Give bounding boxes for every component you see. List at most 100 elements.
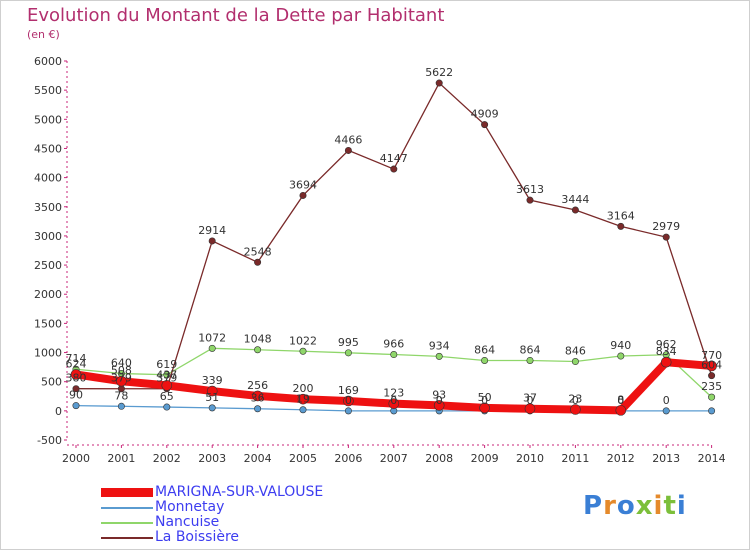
- x-tick-label: 2006: [334, 452, 362, 465]
- data-label: 2979: [652, 220, 680, 233]
- series-nancuise: [72, 344, 716, 401]
- data-label: 5622: [425, 66, 453, 79]
- logo-letter: i: [676, 491, 687, 521]
- y-tick-label: 2500: [34, 259, 62, 272]
- data-point: [254, 258, 262, 266]
- data-point: [390, 165, 398, 173]
- x-tick-label: 2005: [289, 452, 317, 465]
- data-point: [435, 352, 443, 360]
- data-label: 864: [474, 343, 495, 356]
- data-label: 4909: [471, 108, 499, 121]
- data-point: [571, 206, 579, 214]
- data-point: [481, 121, 489, 129]
- data-label: 834: [656, 345, 677, 358]
- data-point: [708, 407, 716, 415]
- data-point: [299, 191, 307, 199]
- data-label: 934: [429, 339, 450, 352]
- data-point: [161, 380, 173, 391]
- x-tick-label: 2000: [62, 452, 90, 465]
- data-point: [435, 79, 443, 87]
- data-label: 966: [383, 338, 404, 351]
- legend-label: Nancuise: [155, 514, 220, 530]
- x-tick-label: 2003: [198, 452, 226, 465]
- legend-item: MARIGNA-SUR-VALOUSE: [101, 484, 401, 500]
- legend-item: Nancuise: [101, 514, 401, 530]
- y-tick-label: 3500: [34, 201, 62, 214]
- data-point: [299, 406, 307, 414]
- x-tick-label: 2014: [698, 452, 726, 465]
- data-point: [297, 393, 309, 405]
- data-label: 3613: [516, 183, 544, 196]
- data-label: 1048: [244, 333, 272, 346]
- logo-letter: t: [663, 491, 677, 521]
- legend-swatch: [101, 488, 153, 497]
- data-label: 0: [390, 394, 397, 407]
- data-label: 3694: [289, 178, 317, 191]
- data-label: 50: [478, 391, 492, 404]
- data-label: 51: [205, 391, 219, 404]
- y-tick-label: 6000: [34, 55, 62, 68]
- logo-letter: P: [583, 491, 604, 521]
- data-point: [708, 393, 716, 401]
- data-label: 1022: [289, 334, 317, 347]
- data-point: [433, 400, 445, 411]
- data-point: [524, 403, 536, 414]
- data-label: 619: [156, 358, 177, 371]
- data-point: [72, 385, 80, 393]
- logo-letter: r: [603, 491, 617, 521]
- data-label: 90: [69, 389, 83, 402]
- data-label: 169: [338, 384, 359, 397]
- data-point: [662, 407, 670, 415]
- x-tick-label: 2002: [153, 452, 181, 465]
- y-tick-label: 1000: [34, 347, 62, 360]
- data-point: [388, 398, 400, 409]
- data-label: 846: [565, 345, 586, 358]
- x-tick-label: 2010: [516, 452, 544, 465]
- data-label: 0: [617, 394, 624, 407]
- x-tick-label: 2004: [244, 452, 272, 465]
- data-point: [252, 390, 263, 402]
- legend-swatch: [101, 537, 153, 539]
- data-label: 3164: [607, 209, 635, 222]
- data-label: 379: [111, 372, 132, 385]
- data-point: [662, 233, 670, 241]
- chart-legend: MARIGNA-SUR-VALOUSE Monnetay Nancuise La Bo…: [101, 484, 401, 545]
- data-label: 640: [111, 357, 132, 370]
- x-tick-label: 2007: [380, 452, 408, 465]
- data-label: 65: [160, 390, 174, 403]
- data-point: [70, 369, 82, 380]
- data-label: 0: [663, 394, 670, 407]
- data-point: [208, 344, 216, 352]
- data-point: [708, 372, 716, 380]
- legend-swatch: [101, 507, 153, 509]
- data-point: [390, 351, 398, 359]
- data-label: 770: [701, 349, 722, 362]
- data-label: 0: [481, 394, 488, 407]
- data-point: [660, 356, 672, 368]
- data-label: 235: [701, 380, 722, 393]
- data-label: 19: [296, 393, 310, 406]
- data-label: 4466: [334, 133, 362, 146]
- data-point: [526, 356, 534, 364]
- legend-label: Monnetay: [155, 499, 225, 515]
- data-label: 256: [247, 379, 268, 392]
- series-marigna-sur-valouse: [70, 356, 717, 416]
- data-label: 940: [610, 339, 631, 352]
- chart-unit-label: (en €): [27, 28, 60, 41]
- y-tick-label: 2000: [34, 288, 62, 301]
- data-label: 0: [436, 394, 443, 407]
- data-point: [254, 346, 262, 354]
- data-point: [344, 407, 352, 415]
- data-point: [617, 352, 625, 360]
- data-label: 995: [338, 336, 359, 349]
- data-label: 37: [523, 392, 537, 405]
- y-tick-label: 5000: [34, 113, 62, 126]
- chart-title: Evolution du Montant de la Dette par Hab…: [27, 5, 445, 26]
- data-point: [481, 356, 489, 364]
- legend-label: MARIGNA-SUR-VALOUSE: [155, 484, 324, 500]
- data-label: 508: [111, 364, 132, 377]
- x-tick-label: 2011: [561, 452, 589, 465]
- y-tick-label: 4000: [34, 172, 62, 185]
- data-point: [526, 196, 534, 204]
